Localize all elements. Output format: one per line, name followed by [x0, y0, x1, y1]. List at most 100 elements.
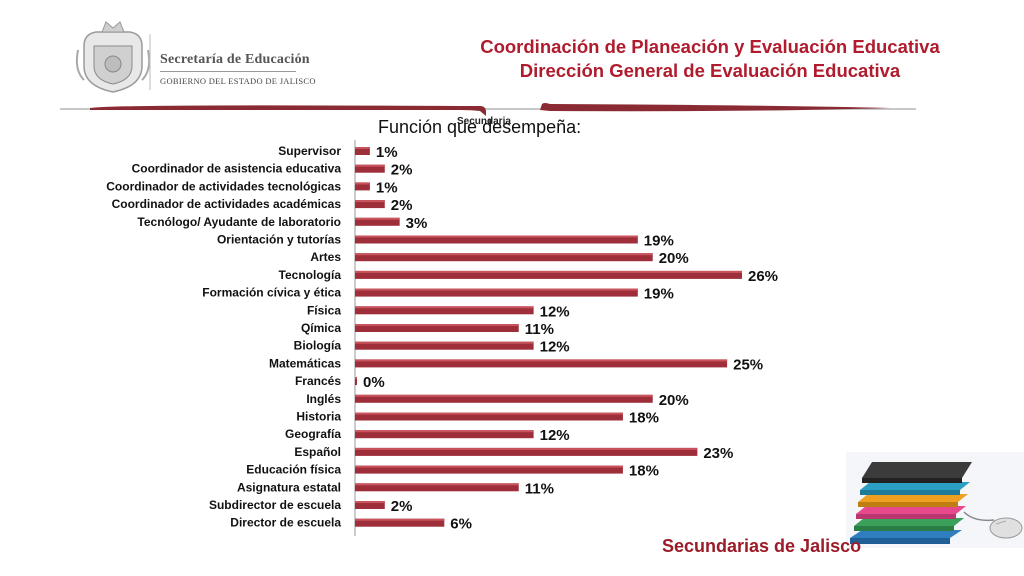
- bar: [355, 412, 623, 421]
- category-label: Coordinador de actividades académicas: [112, 197, 342, 211]
- category-label: Formación cívica y ética: [202, 286, 341, 300]
- value-label: 11%: [525, 480, 554, 497]
- value-label: 1%: [376, 179, 398, 196]
- category-label: Artes: [310, 250, 341, 264]
- value-label: 18%: [629, 410, 659, 427]
- category-label: Coordinador de actividades tecnológicas: [106, 179, 341, 193]
- bar: [355, 200, 385, 209]
- category-label: Historia: [296, 410, 341, 424]
- bar-highlight: [355, 217, 400, 220]
- bar-highlight: [355, 465, 623, 468]
- bar-highlight: [355, 447, 698, 450]
- value-label: 11%: [525, 321, 554, 338]
- logo-gobierno-text: GOBIERNO DEL ESTADO DE JALISCO: [160, 76, 316, 86]
- bar: [355, 518, 445, 527]
- value-label: 19%: [644, 286, 674, 303]
- value-label: 1%: [376, 144, 398, 161]
- bar-highlight: [355, 501, 385, 503]
- category-label: Física: [307, 303, 341, 317]
- header-title-line2: Dirección General de Evaluación Educativ…: [519, 60, 901, 81]
- bar-highlight: [355, 235, 638, 238]
- category-label: Español: [294, 445, 341, 459]
- category-label: Francés: [295, 374, 341, 388]
- footer-text: Secundarias de Jalisco: [662, 536, 862, 556]
- value-label: 12%: [540, 303, 570, 320]
- bar: [355, 306, 534, 315]
- bar: [355, 465, 623, 474]
- bar: [355, 147, 370, 155]
- value-label: 6%: [450, 516, 472, 533]
- section-label: Secundaria: [457, 116, 511, 127]
- category-label: Asignatura estatal: [237, 480, 341, 494]
- bar-highlight: [355, 377, 357, 380]
- bar: [355, 394, 653, 403]
- value-label: 25%: [733, 356, 763, 373]
- bar-highlight: [355, 288, 638, 291]
- bar: [355, 447, 698, 456]
- category-label: Educación física: [246, 463, 341, 477]
- books-and-mouse-illustration: [846, 452, 1024, 548]
- category-label: Inglés: [306, 392, 341, 406]
- bar-highlight: [355, 359, 728, 362]
- bar: [355, 288, 638, 297]
- logo-rule: [160, 71, 296, 72]
- category-label: Qímica: [301, 321, 341, 335]
- bar: [355, 430, 534, 439]
- value-label: 12%: [540, 339, 570, 356]
- bar-highlight: [355, 412, 623, 415]
- bar: [355, 270, 742, 279]
- value-label: 2%: [391, 197, 413, 214]
- bar-highlight: [355, 147, 370, 149]
- bar: [355, 235, 638, 244]
- category-label: Orientación y tutorías: [217, 233, 341, 247]
- value-label: 12%: [540, 427, 570, 444]
- value-label: 19%: [644, 233, 674, 250]
- category-label: Tecnólogo/ Ayudante de laboratorio: [137, 215, 341, 229]
- value-label: 26%: [748, 268, 778, 285]
- bar-highlight: [355, 483, 519, 486]
- bar-highlight: [355, 394, 653, 397]
- bar: [355, 182, 370, 191]
- category-label: Subdirector de escuela: [209, 498, 341, 512]
- bar-highlight: [355, 270, 742, 273]
- category-label: Matemáticas: [269, 356, 341, 370]
- bar-highlight: [355, 324, 519, 326]
- bar-highlight: [355, 518, 445, 521]
- bar-highlight: [355, 164, 385, 167]
- bar: [355, 324, 519, 332]
- value-label: 0%: [363, 374, 385, 391]
- category-label: Supervisor: [278, 144, 341, 158]
- bar: [355, 253, 653, 262]
- bar-highlight: [355, 306, 534, 309]
- value-label: 23%: [703, 445, 733, 462]
- bar-highlight: [355, 253, 653, 256]
- header-title-line1: Coordinación de Planeación y Evaluación …: [480, 36, 940, 57]
- bar: [355, 501, 385, 509]
- bar: [355, 483, 519, 492]
- value-label: 20%: [659, 392, 689, 409]
- category-label: Tecnología: [279, 268, 342, 282]
- chart-title: Función que desempeña:: [378, 117, 582, 137]
- value-label: 2%: [391, 498, 413, 515]
- value-label: 18%: [629, 463, 659, 480]
- bar: [355, 164, 385, 173]
- bar: [355, 377, 357, 386]
- bar-highlight: [355, 182, 370, 185]
- value-label: 20%: [659, 250, 689, 267]
- category-label: Geografía: [285, 427, 341, 441]
- bar-highlight: [355, 200, 385, 203]
- bar: [355, 359, 728, 368]
- category-label: Coordinador de asistencia educativa: [132, 162, 342, 176]
- value-label: 3%: [406, 215, 428, 232]
- category-label: Director de escuela: [230, 516, 341, 530]
- header-divider: [60, 103, 916, 116]
- value-label: 2%: [391, 162, 413, 179]
- bar: [355, 341, 534, 350]
- logo-secretaria-text: Secretaría de Educación: [160, 52, 310, 67]
- bar-highlight: [355, 341, 534, 344]
- bar-highlight: [355, 430, 534, 433]
- jalisco-coat-of-arms-logo: [75, 21, 151, 93]
- bar: [355, 217, 400, 226]
- category-label: Biología: [294, 339, 342, 353]
